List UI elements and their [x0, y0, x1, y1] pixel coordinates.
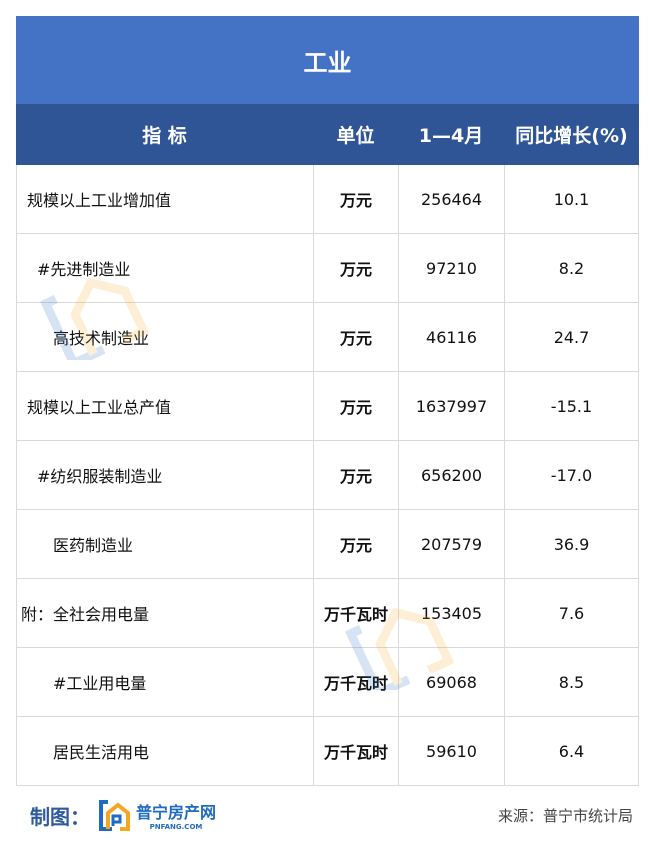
- indicator-cell: 高技术制造业: [16, 303, 313, 371]
- indicator-cell: 规模以上工业总产值: [16, 372, 313, 440]
- indicator-cell: #纺织服装制造业: [16, 441, 313, 509]
- value-cell: 69068: [398, 648, 504, 716]
- value-cell: 46116: [398, 303, 504, 371]
- unit-cell: 万元: [313, 303, 398, 371]
- table-row: 居民生活用电 万千瓦时 59610 6.4: [16, 717, 639, 786]
- source-note: 来源：普宁市统计局: [497, 806, 633, 825]
- value-cell: 1637997: [398, 372, 504, 440]
- header-indicator: 指 标: [142, 125, 187, 147]
- table-row: 规模以上工业总产值 万元 1637997 -15.1: [16, 372, 639, 441]
- growth-cell: 10.1: [504, 165, 639, 233]
- unit-cell: 万千瓦时: [313, 717, 398, 785]
- unit-cell: 万元: [313, 510, 398, 578]
- indicator-cell: 居民生活用电: [16, 717, 313, 785]
- value-cell: 153405: [398, 579, 504, 647]
- table-row: 附：全社会用电量 万千瓦时 153405 7.6: [16, 579, 639, 648]
- table-row: 医药制造业 万元 207579 36.9: [16, 510, 639, 579]
- header-growth: 同比增长(%): [515, 125, 628, 147]
- growth-cell: 6.4: [504, 717, 639, 785]
- indicator-cell: #工业用电量: [16, 648, 313, 716]
- value-cell: 256464: [398, 165, 504, 233]
- pnfang-logo: 普宁房产网 PNFANG.COM: [98, 798, 216, 832]
- unit-cell: 万千瓦时: [313, 648, 398, 716]
- value-cell: 656200: [398, 441, 504, 509]
- unit-cell: 万元: [313, 372, 398, 440]
- table-header: 指 标 单位 1—4月 同比增长(%): [16, 104, 639, 165]
- header-unit: 单位: [336, 125, 375, 147]
- indicator-cell: #先进制造业: [16, 234, 313, 302]
- unit-cell: 万元: [313, 165, 398, 233]
- made-by-label: 制图：: [30, 804, 90, 829]
- header-period: 1—4月: [418, 125, 484, 147]
- unit-cell: 万千瓦时: [313, 579, 398, 647]
- indicator-cell: 规模以上工业增加值: [16, 165, 313, 233]
- value-cell: 97210: [398, 234, 504, 302]
- table-row: 高技术制造业 万元 46116 24.7: [16, 303, 639, 372]
- growth-cell: 36.9: [504, 510, 639, 578]
- table-title: 工业: [16, 16, 639, 104]
- growth-cell: 8.2: [504, 234, 639, 302]
- growth-cell: 24.7: [504, 303, 639, 371]
- table-row: #先进制造业 万元 97210 8.2: [16, 234, 639, 303]
- growth-cell: 8.5: [504, 648, 639, 716]
- value-cell: 207579: [398, 510, 504, 578]
- table-row: #工业用电量 万千瓦时 69068 8.5: [16, 648, 639, 717]
- unit-cell: 万元: [313, 441, 398, 509]
- industry-table: 工业 指 标 单位 1—4月 同比增长(%) 规模以上工业增加值 万元 256464…: [16, 16, 639, 786]
- indicator-cell: 医药制造业: [16, 510, 313, 578]
- growth-cell: 7.6: [504, 579, 639, 647]
- footer: 制图： 普宁房产网 PNFANG.COM 来源：普宁市统计局: [30, 790, 633, 840]
- house-logo-icon: [99, 800, 130, 831]
- table-row: #纺织服装制造业 万元 656200 -17.0: [16, 441, 639, 510]
- growth-cell: -17.0: [504, 441, 639, 509]
- value-cell: 59610: [398, 717, 504, 785]
- unit-cell: 万元: [313, 234, 398, 302]
- indicator-cell: 附：全社会用电量: [16, 579, 313, 647]
- logo-text-en: PNFANG.COM: [149, 823, 203, 831]
- growth-cell: -15.1: [504, 372, 639, 440]
- table-row: 规模以上工业增加值 万元 256464 10.1: [16, 165, 639, 234]
- logo-text-cn: 普宁房产网: [136, 803, 217, 822]
